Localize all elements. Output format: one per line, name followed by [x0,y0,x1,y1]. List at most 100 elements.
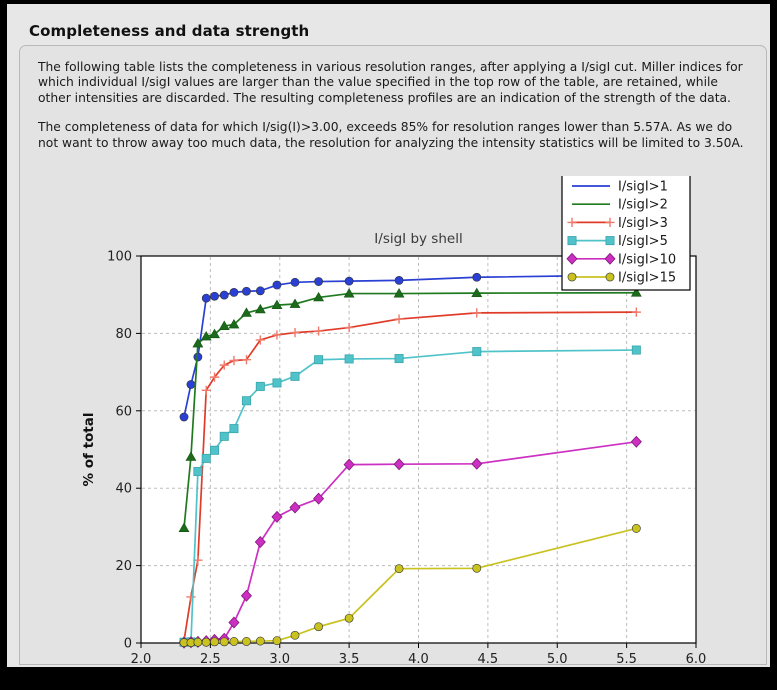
data-point-marker [210,445,220,455]
data-point-marker [313,492,325,505]
description-text: The following table lists the completene… [38,60,752,151]
data-point-marker [209,328,220,339]
data-point-marker [201,385,211,395]
data-point-marker [604,252,616,265]
data-point-marker [394,354,404,364]
data-point-marker [272,636,282,646]
x-tick-label: 6.0 [686,652,707,664]
data-point-marker [605,272,615,282]
page-title: Completeness and data strength [29,22,310,40]
data-point-marker [314,355,324,365]
data-point-marker [272,280,282,290]
data-point-marker [219,431,229,441]
data-point-marker [314,326,324,336]
data-point-marker [605,217,615,227]
series-i-sigi-1 [179,270,641,422]
series-line [183,349,637,644]
data-point-marker [255,381,265,391]
data-point-marker [344,613,354,623]
data-point-marker [186,380,196,389]
data-point-marker [344,322,354,333]
y-tick-label: 60 [115,404,132,419]
x-tick-label: 2.5 [200,652,221,664]
data-point-marker [193,467,203,477]
data-point-marker [209,372,220,382]
report-page: Completeness and data strength The follo… [7,4,770,667]
legend-label: I/sigI>1 [618,180,668,195]
x-tick-label: 5.0 [547,652,568,664]
data-point-marker [631,345,641,355]
description-paragraph-1: The following table lists the completene… [38,60,743,105]
data-point-marker [343,458,355,471]
data-point-marker [343,288,355,298]
legend-item-i-sigi-15[interactable]: I/sigI>15 [567,271,676,286]
data-point-marker [229,424,239,434]
data-point-marker [210,291,219,301]
data-point-marker [255,286,265,296]
data-point-marker [218,320,230,330]
data-point-marker [472,308,482,318]
data-point-marker [567,236,577,246]
legend-background [561,176,691,291]
x-tick-label: 5.5 [616,652,637,664]
legend-item-i-sigi-3[interactable]: I/sigI>3 [567,216,668,231]
series-line [183,274,637,418]
data-point-marker [186,592,196,602]
series-i-sigi-2 [178,287,642,532]
data-point-marker [472,272,482,282]
data-point-marker [228,616,240,629]
data-point-marker [393,458,405,471]
data-point-marker [314,622,323,632]
data-point-marker [271,299,283,310]
data-point-marker [272,330,282,340]
data-point-marker [242,286,251,296]
legend-label: I/sigI>3 [618,216,668,231]
y-tick-label: 20 [115,559,132,574]
legend-item-i-sigi-2[interactable]: I/sigI>2 [572,198,668,213]
data-point-marker [567,217,577,227]
chart-container: I/sigI by shell 2.0 2.5 3.0 3.5 4.0 4.5 5.0 5.5 6… [20,176,766,664]
data-point-marker [631,524,641,533]
data-point-marker [254,536,266,548]
data-point-marker [219,290,229,300]
data-point-marker [394,564,404,574]
data-point-marker [241,307,252,317]
data-point-marker [219,360,229,370]
y-tick-label: 100 [107,250,132,265]
legend-label: I/sigI>10 [618,252,676,267]
legend-label: I/sigI>5 [618,234,668,249]
data-point-marker [272,378,282,388]
data-point-marker [472,347,482,357]
x-tick-label: 2.0 [131,652,152,664]
y-tick-label: 0 [124,637,132,652]
legend-label: I/sigI>2 [618,198,668,213]
data-point-marker [631,307,641,317]
legend-item-i-sigi-5[interactable]: I/sigI>5 [567,234,668,249]
data-point-marker [179,412,189,422]
data-point-marker [566,252,578,265]
content-panel: The following table lists the completene… [19,45,767,665]
data-point-marker [289,501,301,514]
data-point-marker [344,276,354,286]
data-point-marker [210,637,219,647]
data-point-marker [200,330,212,341]
data-point-marker [630,435,642,448]
data-point-marker [394,314,404,324]
x-tick-label: 4.0 [408,652,429,664]
data-point-marker [344,354,354,364]
data-point-marker [201,453,211,463]
data-point-marker [192,337,204,348]
legend-label: I/sigI>15 [618,271,676,286]
legend-item-i-sigi-1[interactable]: I/sigI>1 [572,180,668,195]
data-point-marker [290,630,300,640]
data-point-marker [567,272,577,282]
data-point-marker [471,457,483,470]
legend-item-i-sigi-10[interactable]: I/sigI>10 [566,252,676,267]
x-tick-label: 4.5 [478,652,499,664]
data-point-marker [290,277,300,287]
data-point-marker [290,371,300,381]
data-point-marker [313,291,325,302]
data-point-marker [255,636,265,646]
data-point-marker [229,637,239,646]
